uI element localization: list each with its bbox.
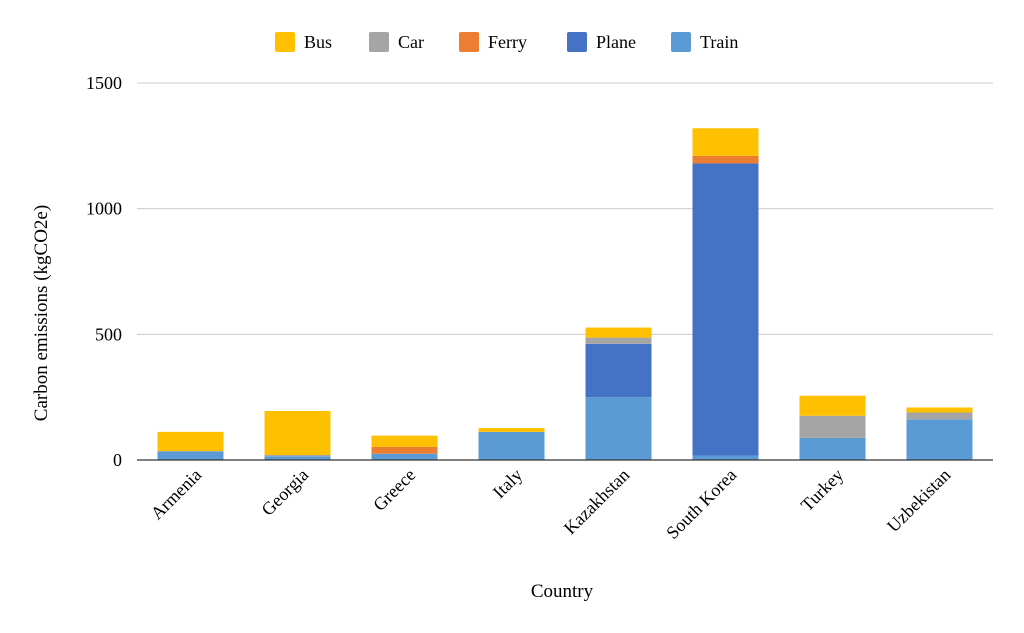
y-tick-label: 1500 (86, 73, 122, 93)
bar-segment-train (585, 397, 652, 460)
bar-segment-train (371, 453, 438, 460)
x-tick-label: Armenia (147, 465, 206, 524)
bar-segment-car (264, 454, 331, 457)
legend-swatch-plane (567, 32, 587, 52)
x-axis-ticks: Armenia Georgia Greece Italy Kazakhstan South… (147, 465, 955, 543)
x-axis-title: Country (531, 581, 594, 602)
bar-segment-bus (585, 327, 652, 338)
x-tick-label: Greece (369, 465, 419, 515)
bar-segment-train (799, 437, 866, 460)
legend-label-car: Car (398, 32, 424, 52)
bar-segment-bus (264, 410, 331, 455)
bar-segment-plane (692, 163, 759, 456)
bar-segment-train (906, 419, 973, 460)
x-tick-label: Italy (489, 465, 526, 502)
bar-segment-plane (585, 343, 652, 398)
bar-segment-bus (906, 407, 973, 413)
bar-segment-car (799, 415, 866, 438)
bar-segment-train (692, 455, 759, 460)
x-tick-label: Turkey (797, 465, 847, 515)
y-tick-label: 1000 (86, 199, 122, 219)
x-tick-label: South Korea (662, 465, 740, 543)
legend-swatch-train (671, 32, 691, 52)
bar-segment-bus (478, 428, 545, 432)
bar-segment-bus (371, 435, 438, 447)
legend-label-plane: Plane (596, 32, 636, 52)
legend-swatch-ferry (459, 32, 479, 52)
bar-segment-train (478, 431, 545, 460)
bar-segment-ferry (692, 155, 759, 164)
bar-segment-bus (692, 128, 759, 156)
legend-label-train: Train (700, 32, 738, 52)
legend-swatch-bus (275, 32, 295, 52)
y-tick-label: 0 (113, 450, 122, 470)
bars (157, 128, 973, 460)
legend-swatch-car (369, 32, 389, 52)
y-axis-ticks: 0 500 1000 1500 (86, 73, 122, 470)
bar-segment-car (906, 412, 973, 420)
x-tick-label: Georgia (257, 465, 312, 520)
bar-segment-train (264, 456, 331, 460)
bar-segment-car (585, 337, 652, 344)
bar-segment-bus (157, 431, 224, 452)
x-tick-label: Kazakhstan (560, 465, 634, 539)
y-axis-title: Carbon emissions (kgCO2e) (31, 205, 52, 421)
y-tick-label: 500 (95, 324, 122, 344)
chart-legend: Bus Car Ferry Plane Train (275, 32, 738, 52)
legend-label-ferry: Ferry (488, 32, 527, 52)
bar-segment-train (157, 451, 224, 460)
gridlines (137, 82, 993, 335)
legend-label-bus: Bus (304, 32, 332, 52)
bar-segment-ferry (371, 446, 438, 454)
bar-segment-bus (799, 395, 866, 416)
x-tick-label: Uzbekistan (883, 465, 954, 536)
